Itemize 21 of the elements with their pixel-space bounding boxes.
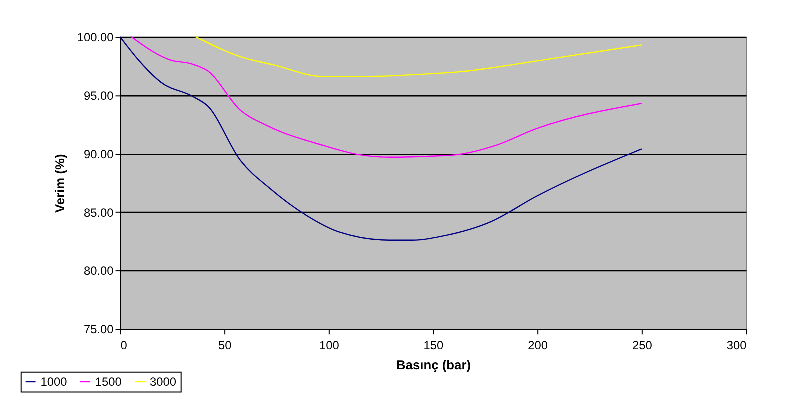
y-axis-title: Verim (%) [52,154,68,214]
y-tick-label: 95.00 [84,88,114,103]
x-axis-title: Basınç (bar) [396,357,472,372]
y-tick-label: 75.00 [84,322,114,337]
x-tick-label: 50 [218,338,232,353]
y-tick-label: 80.00 [84,264,114,278]
line-series [195,36,643,78]
x-tick-label: 0 [120,338,128,353]
line-series [120,36,643,241]
x-tick-label: 150 [424,338,444,353]
y-tick-label: 90.00 [84,147,114,162]
legend-label: 1000 [40,374,68,389]
y-tick-label: 100.00 [77,30,114,45]
legend-label: 1500 [95,374,122,389]
x-tick-label: 250 [632,338,653,353]
x-tick-label: 300 [726,338,748,353]
x-tick-label: 200 [528,338,548,353]
legend-label: 3000 [150,374,177,389]
y-tick-label: 85.00 [84,206,114,220]
line-series [130,36,643,158]
x-tick-label: 100 [319,338,340,353]
